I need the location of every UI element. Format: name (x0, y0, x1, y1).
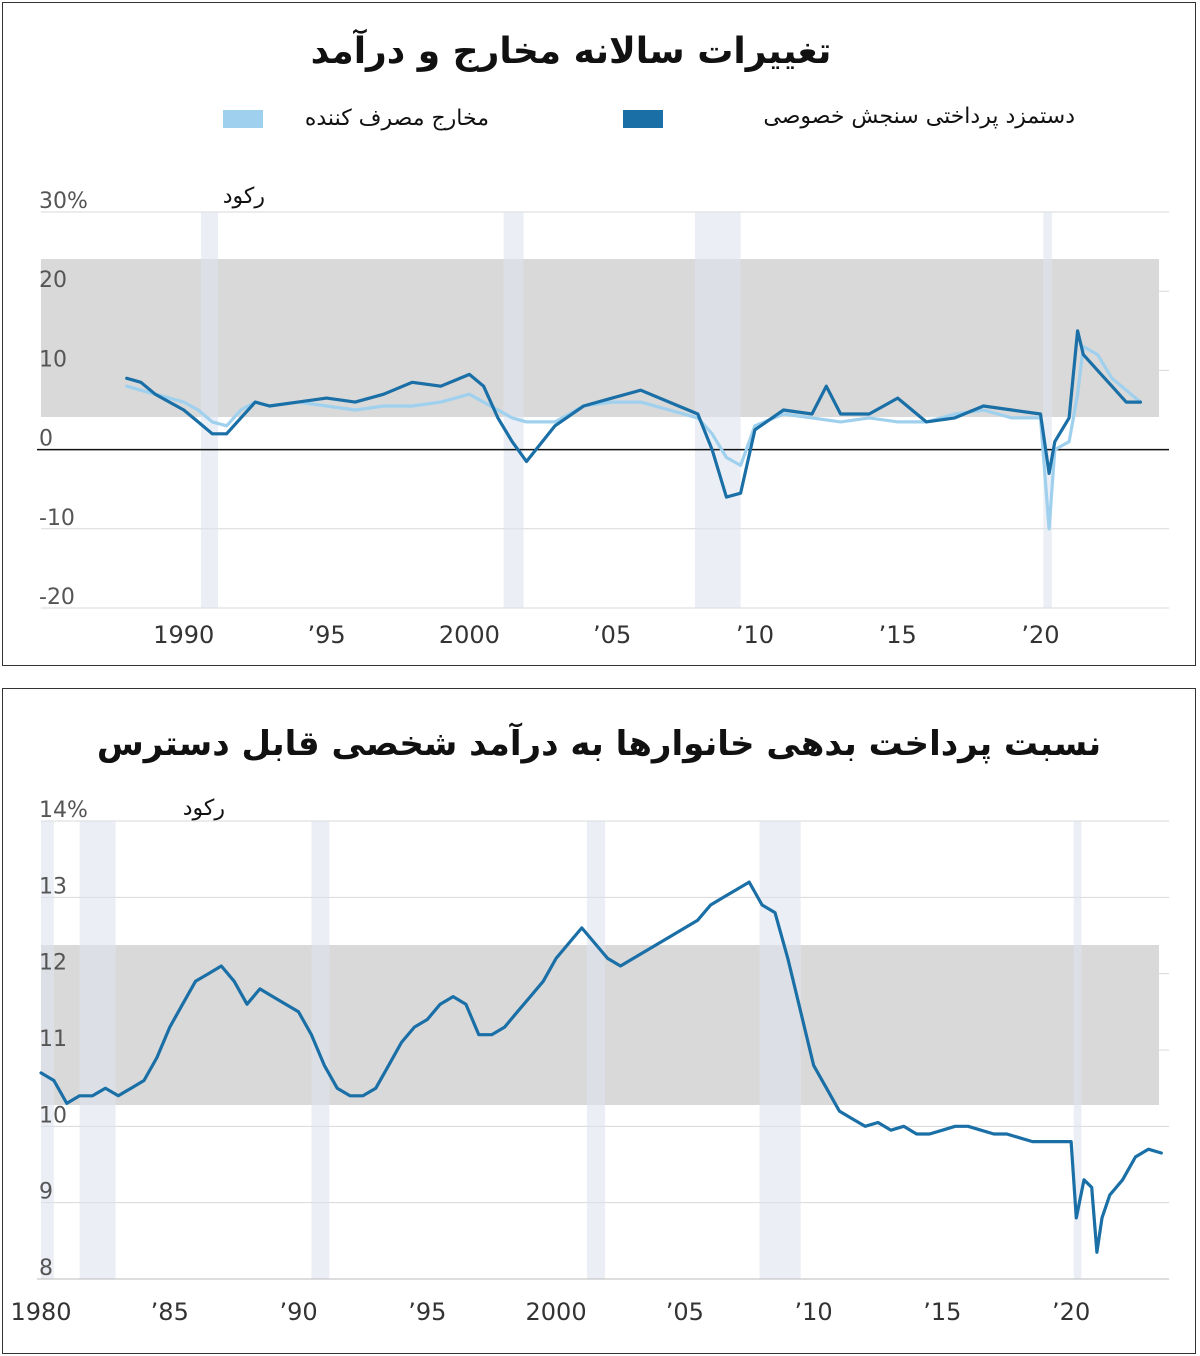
y-tick-label: 14% (39, 798, 88, 823)
y-tick-label: 13 (39, 874, 67, 899)
x-tick-label: 1990 (153, 621, 214, 649)
legend-label-consumer-spending: مخارج مصرف کننده (305, 106, 489, 131)
chart2-y-ticks: 14% 13 12 11 10 9 8 (39, 798, 88, 1281)
series-line (125, 329, 1142, 499)
x-tick-label: 2000 (526, 1298, 587, 1326)
x-tick-label: ’15 (879, 621, 917, 649)
y-tick-label: 10 (39, 1103, 67, 1128)
legend-label-private-payroll: دستمزد پرداختی سنجش خصوصی (763, 104, 1075, 129)
legend-swatch-private-payroll (623, 110, 663, 128)
series-line (39, 880, 1163, 1254)
recession-band (759, 821, 801, 1279)
x-tick-label: 1980 (10, 1298, 71, 1326)
chart2-x-ticks: 1980 ’85 ’90 ’95 2000 ’05 ’10 ’15 ’20 (10, 1298, 1090, 1326)
chart1-recession-label: رکود (223, 184, 265, 209)
y-tick-label: 11 (39, 1027, 67, 1052)
recession-band (1043, 212, 1052, 608)
y-tick-label: -10 (39, 506, 75, 531)
chart2-recession-label: رکود (183, 796, 225, 821)
recession-band (694, 212, 741, 608)
y-tick-label: 8 (39, 1256, 53, 1281)
chart1-title: تغییرات سالانه مخارج و درآمد (311, 28, 832, 72)
recession-band (200, 212, 219, 608)
x-tick-label: ’95 (307, 621, 345, 649)
series-line (125, 345, 1142, 531)
x-tick-label: ’85 (151, 1298, 189, 1326)
chart1-y-ticks: 30% 20 10 0 -10 -20 (39, 189, 88, 610)
x-tick-label: 2000 (439, 621, 500, 649)
y-tick-label: 0 (39, 427, 53, 452)
recession-band (311, 821, 330, 1279)
y-tick-label: 20 (39, 268, 67, 293)
chart1-series-lines (125, 329, 1142, 531)
chart-panel-debt-service-ratio: 14% 13 12 11 10 9 8 1980 ’85 ’90 ’95 2000 ’05 ’10 ’15… (2, 688, 1196, 1354)
x-tick-label: ’10 (795, 1298, 833, 1326)
x-tick-label: ’15 (923, 1298, 961, 1326)
chart1-x-ticks: 1990 ’95 2000 ’05 ’10 ’15 ’20 (153, 621, 1059, 649)
chart1-recession-bands (200, 212, 1052, 608)
y-tick-label: 30% (39, 189, 88, 214)
y-tick-label: -20 (39, 585, 75, 610)
chart2-recession-bands (41, 821, 1082, 1279)
chart2-series-lines (39, 880, 1163, 1254)
x-tick-label: ’05 (593, 621, 631, 649)
x-tick-label: ’90 (279, 1298, 317, 1326)
recession-band (79, 821, 116, 1279)
y-tick-label: 9 (39, 1180, 53, 1205)
chart2-title: نسبت پرداخت بدهی خانوارها به درآمد شخصی … (97, 722, 1101, 764)
chart1-watermark-band (41, 259, 1159, 417)
x-tick-label: ’05 (666, 1298, 704, 1326)
x-tick-label: ’20 (1021, 621, 1059, 649)
y-tick-label: 10 (39, 347, 67, 372)
x-tick-label: ’10 (736, 621, 774, 649)
recession-band (41, 821, 54, 1279)
recession-band (586, 821, 605, 1279)
chart-panel-annual-changes: 30% 20 10 0 -10 -20 1990 ’95 2000 ’05 ’10 ’15 ’20 ر… (2, 2, 1196, 666)
x-tick-label: ’20 (1052, 1298, 1090, 1326)
recession-band (503, 212, 524, 608)
x-tick-label: ’95 (408, 1298, 446, 1326)
y-tick-label: 12 (39, 951, 67, 976)
chart1-svg: 30% 20 10 0 -10 -20 1990 ’95 2000 ’05 ’10 ’15 ’20 ر… (37, 28, 1169, 649)
recession-band (1073, 821, 1082, 1279)
legend-swatch-consumer-spending (223, 110, 263, 128)
chart2-svg: 14% 13 12 11 10 9 8 1980 ’85 ’90 ’95 2000 ’05 ’10 ’15… (10, 722, 1169, 1326)
